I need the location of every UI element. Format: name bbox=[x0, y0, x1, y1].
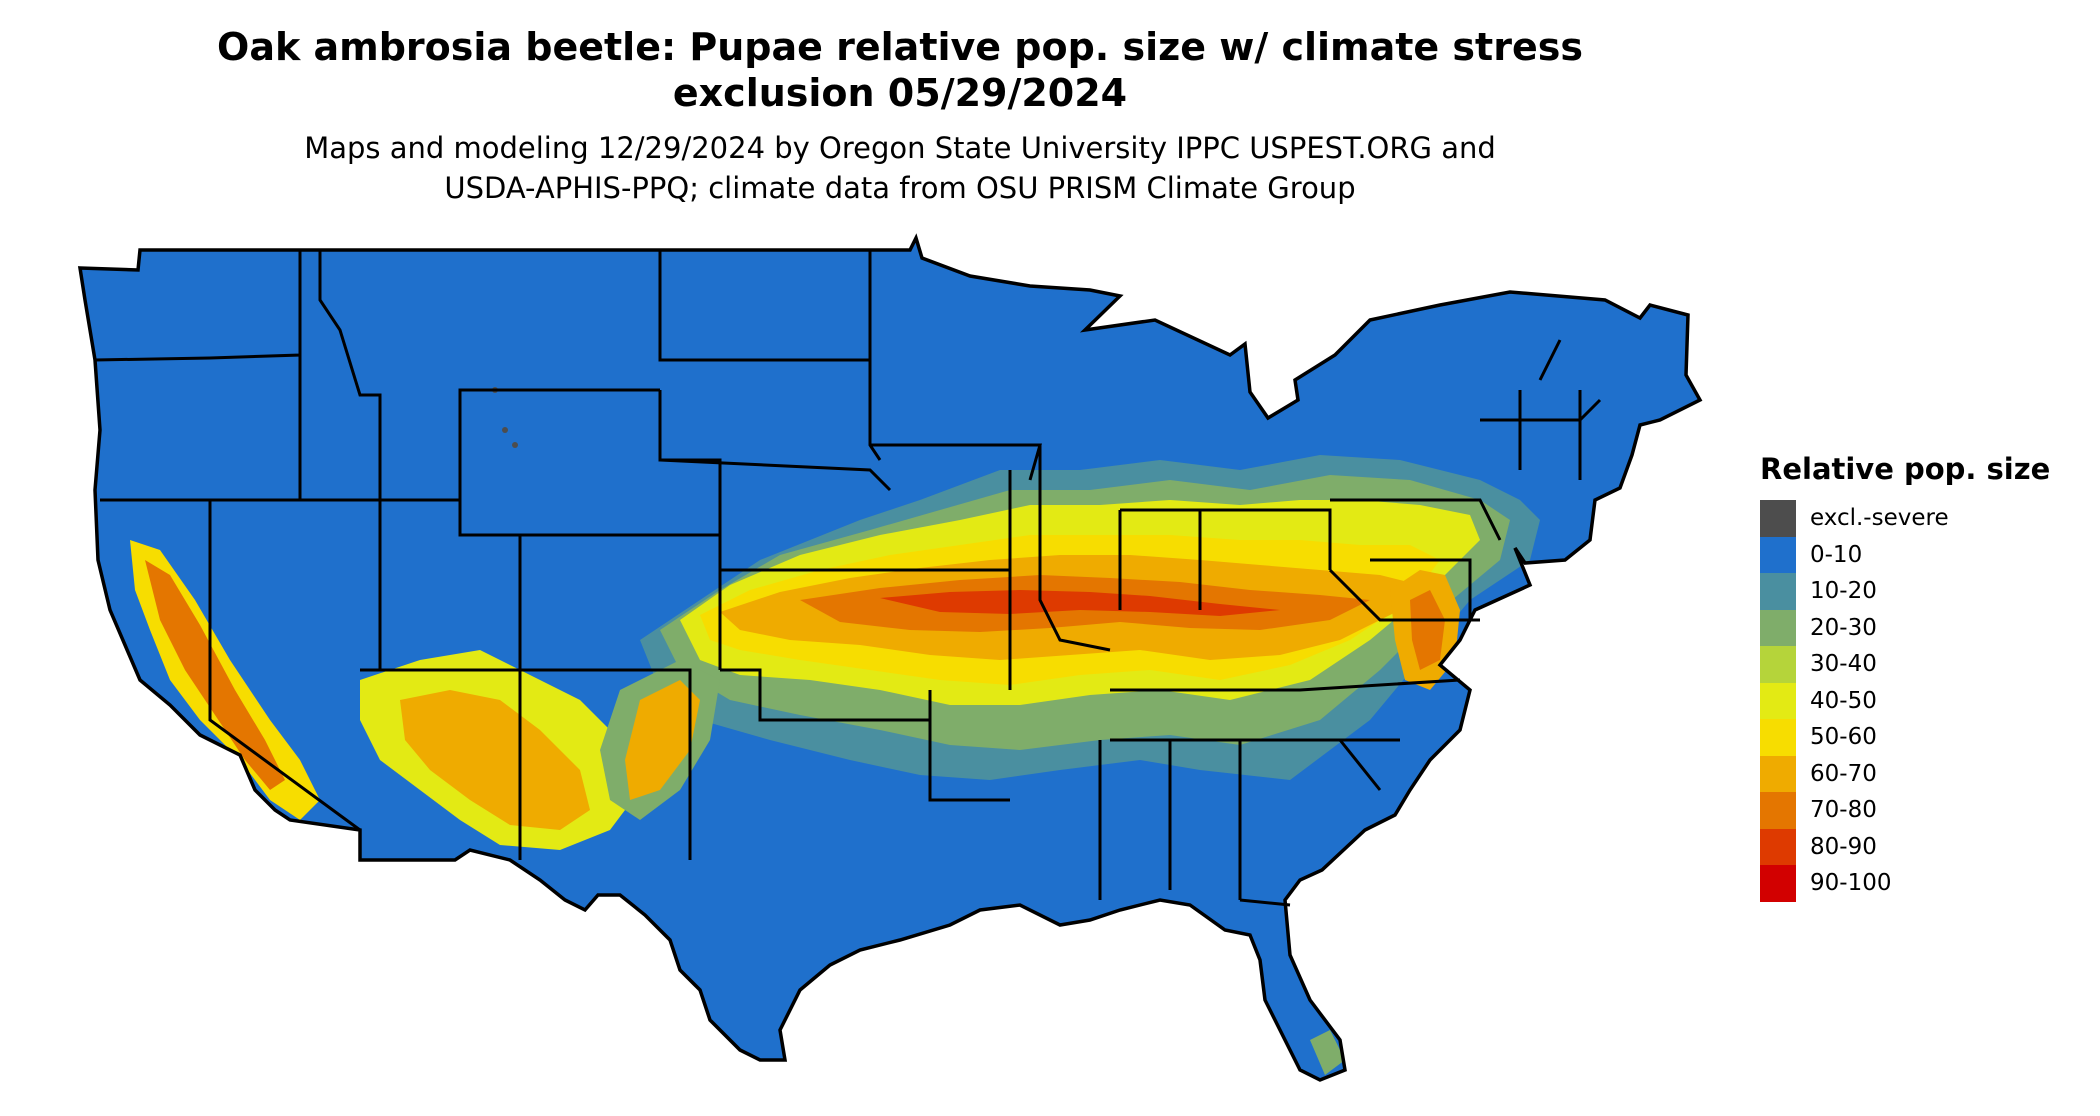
map-subtitle: Maps and modeling 12/29/2024 by Oregon S… bbox=[0, 128, 1800, 208]
legend-label: 0-10 bbox=[1810, 541, 1863, 568]
legend-label: 20-30 bbox=[1810, 614, 1877, 641]
us-map bbox=[78, 236, 1702, 1082]
legend-label: excl.-severe bbox=[1810, 505, 1949, 532]
legend-swatch bbox=[1760, 609, 1796, 646]
legend-item: 80-90 bbox=[1760, 828, 2050, 865]
band-ca-70-80 bbox=[145, 560, 285, 790]
legend-swatch bbox=[1760, 719, 1796, 756]
legend-item: 0-10 bbox=[1760, 536, 2050, 573]
legend-label: 80-90 bbox=[1810, 833, 1877, 860]
legend-label: 30-40 bbox=[1810, 651, 1877, 678]
legend-swatch bbox=[1760, 573, 1796, 610]
legend-label: 70-80 bbox=[1810, 797, 1877, 824]
legend-label: 60-70 bbox=[1810, 760, 1877, 787]
legend-item: 70-80 bbox=[1760, 792, 2050, 829]
excl-patch bbox=[512, 442, 518, 448]
legend-swatch bbox=[1760, 682, 1796, 719]
title-line-2: exclusion 05/29/2024 bbox=[672, 71, 1128, 115]
legend-swatch bbox=[1760, 755, 1796, 792]
legend-label: 10-20 bbox=[1810, 578, 1877, 605]
title-line-1: Oak ambrosia beetle: Pupae relative pop.… bbox=[217, 25, 1583, 69]
map-title: Oak ambrosia beetle: Pupae relative pop.… bbox=[0, 24, 1800, 116]
legend-swatch bbox=[1760, 536, 1796, 573]
suitability-bands bbox=[130, 387, 1540, 1075]
legend-item: excl.-severe bbox=[1760, 500, 2050, 537]
legend-swatch bbox=[1760, 646, 1796, 683]
legend-item: 60-70 bbox=[1760, 755, 2050, 792]
legend-item: 20-30 bbox=[1760, 609, 2050, 646]
legend-swatch bbox=[1760, 500, 1796, 537]
legend-item: 90-100 bbox=[1760, 865, 2050, 902]
legend-item: 30-40 bbox=[1760, 646, 2050, 683]
legend-title: Relative pop. size bbox=[1760, 452, 2051, 486]
legend-label: 40-50 bbox=[1810, 687, 1877, 714]
band-80-90 bbox=[880, 590, 1280, 616]
legend-item: 40-50 bbox=[1760, 682, 2050, 719]
legend-items: excl.-severe 0-10 10-20 20-30 30-40 40-50 50-6… bbox=[1760, 500, 2050, 902]
legend-swatch bbox=[1760, 792, 1796, 829]
legend-label: 90-100 bbox=[1810, 870, 1892, 897]
band-east-70-80 bbox=[1410, 590, 1445, 670]
excl-patch bbox=[502, 427, 508, 433]
legend-swatch bbox=[1760, 828, 1796, 865]
band-tx-60-70 bbox=[625, 680, 700, 800]
subtitle-line-1: Maps and modeling 12/29/2024 by Oregon S… bbox=[304, 131, 1496, 165]
subtitle-line-2: USDA-APHIS-PPQ; climate data from OSU PR… bbox=[444, 171, 1356, 205]
band-sw-60-70 bbox=[400, 690, 590, 830]
legend-item: 50-60 bbox=[1760, 719, 2050, 756]
legend-item: 10-20 bbox=[1760, 573, 2050, 610]
legend-label: 50-60 bbox=[1810, 724, 1877, 751]
state-boundaries bbox=[94, 250, 1602, 907]
legend: Relative pop. size excl.-severe 0-10 10-20… bbox=[1760, 452, 2050, 902]
band-fl-south bbox=[1310, 1030, 1345, 1075]
legend-swatch bbox=[1760, 865, 1796, 902]
